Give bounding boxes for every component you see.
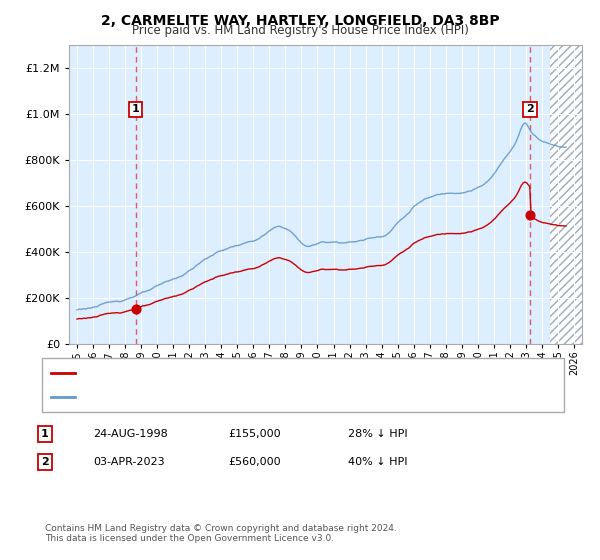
Text: Contains HM Land Registry data © Crown copyright and database right 2024.
This d: Contains HM Land Registry data © Crown c… xyxy=(45,524,397,543)
Text: 2: 2 xyxy=(526,104,534,114)
Text: 40% ↓ HPI: 40% ↓ HPI xyxy=(348,457,407,467)
Text: 2, CARMELITE WAY, HARTLEY, LONGFIELD, DA3 8BP (detached house): 2, CARMELITE WAY, HARTLEY, LONGFIELD, DA… xyxy=(81,368,443,379)
Text: 1: 1 xyxy=(131,104,139,114)
Text: £155,000: £155,000 xyxy=(228,429,281,439)
Text: 03-APR-2023: 03-APR-2023 xyxy=(93,457,164,467)
Text: £560,000: £560,000 xyxy=(228,457,281,467)
Point xyxy=(131,304,140,313)
Text: 2: 2 xyxy=(41,457,49,467)
Text: Price paid vs. HM Land Registry's House Price Index (HPI): Price paid vs. HM Land Registry's House … xyxy=(131,24,469,37)
Text: 1: 1 xyxy=(41,429,49,439)
Point xyxy=(525,211,535,220)
Text: 2, CARMELITE WAY, HARTLEY, LONGFIELD, DA3 8BP: 2, CARMELITE WAY, HARTLEY, LONGFIELD, DA… xyxy=(101,14,499,28)
Text: 24-AUG-1998: 24-AUG-1998 xyxy=(93,429,168,439)
Bar xyxy=(550,45,582,344)
Text: 28% ↓ HPI: 28% ↓ HPI xyxy=(348,429,407,439)
Text: HPI: Average price, detached house, Sevenoaks: HPI: Average price, detached house, Seve… xyxy=(81,391,331,402)
